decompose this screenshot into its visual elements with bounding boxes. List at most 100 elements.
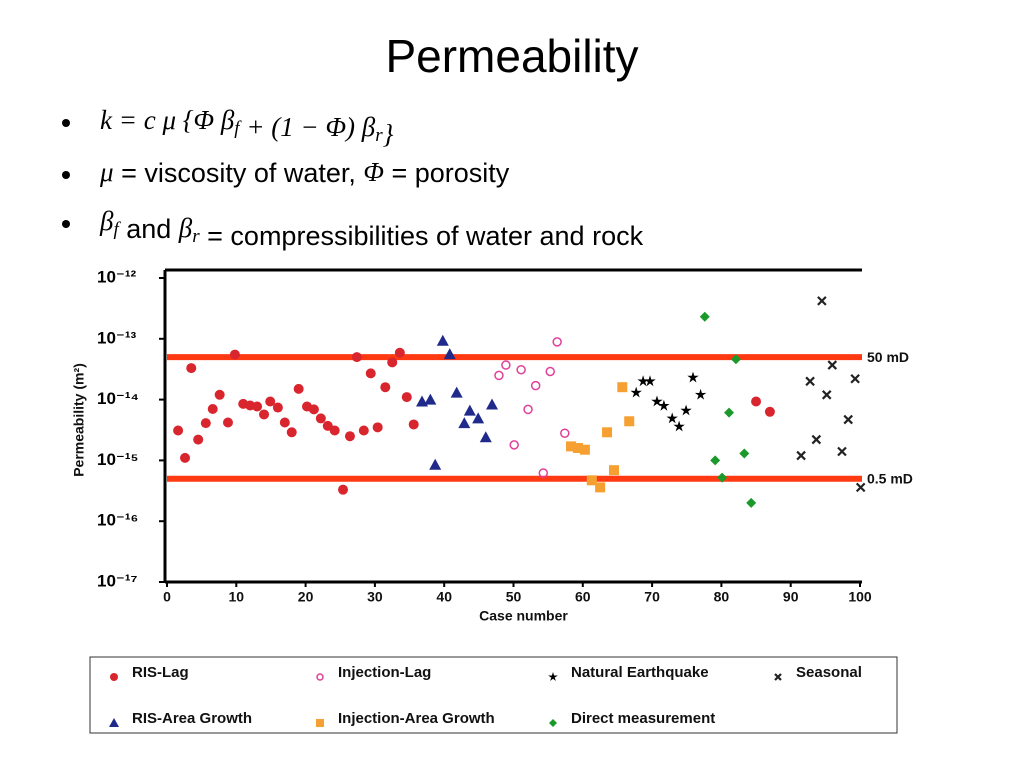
point [279, 417, 290, 428]
bullet-dot [62, 119, 70, 127]
point [796, 450, 806, 461]
point [450, 386, 463, 398]
point [338, 484, 349, 495]
legend-marker [774, 673, 782, 681]
point [509, 440, 519, 450]
point [193, 434, 204, 445]
point [200, 418, 211, 429]
point [730, 354, 741, 365]
point [680, 404, 692, 416]
legend-marker [548, 672, 558, 681]
point [617, 382, 628, 393]
legend-marker [109, 718, 119, 727]
point [717, 472, 728, 483]
point [429, 458, 442, 470]
bullet-text: k = c μ {Φ βf + (1 − Φ) βr} [100, 105, 394, 149]
point [837, 446, 847, 457]
point [673, 420, 685, 432]
point [566, 441, 577, 452]
reference-label: 50 mD [867, 349, 909, 365]
subscript: f [234, 118, 242, 139]
point [699, 311, 710, 322]
text-run: } [383, 119, 394, 149]
point [739, 448, 750, 459]
legend-label: Natural Earthquake [571, 664, 709, 681]
point [214, 389, 225, 400]
point [644, 375, 656, 387]
y-tick-label: 10⁻¹² [97, 267, 137, 286]
x-tick-label: 40 [436, 589, 452, 605]
point [186, 363, 197, 374]
y-axis-label: Permeability (m²) [71, 363, 87, 477]
y-tick-label: 10⁻¹⁴ [97, 389, 139, 408]
bullet-text: βf and βr = compressibilities of water a… [99, 206, 644, 251]
point [805, 376, 815, 387]
point [746, 497, 757, 508]
point [463, 404, 476, 416]
point [222, 417, 233, 428]
point [387, 357, 398, 368]
legend-marker [316, 673, 324, 681]
point [443, 348, 456, 360]
point [501, 360, 511, 370]
legend-label: RIS-Area Growth [132, 710, 252, 727]
x-axis-label: Case number [479, 608, 568, 624]
point [365, 368, 376, 379]
point [259, 409, 270, 420]
point [586, 475, 597, 486]
slide-title: Permeability [385, 30, 638, 82]
legend-label: Injection-Area Growth [338, 710, 495, 727]
text-run: = porosity [384, 158, 510, 188]
x-tick-label: 0 [163, 589, 171, 605]
point [416, 395, 429, 407]
x-tick-label: 80 [714, 589, 730, 605]
x-tick-label: 90 [783, 589, 799, 605]
point [265, 396, 276, 407]
point [595, 482, 606, 493]
point [817, 296, 827, 306]
point [608, 465, 619, 476]
subscript: r [192, 226, 200, 247]
point [516, 364, 526, 375]
point [315, 413, 326, 424]
point [624, 416, 635, 427]
point [494, 370, 504, 381]
point [687, 371, 699, 383]
point [308, 404, 319, 415]
legend-marker [316, 719, 324, 727]
text-run: and [119, 214, 179, 244]
point [344, 431, 355, 442]
y-tick-label: 10⁻¹³ [97, 328, 137, 347]
x-tick-label: 30 [367, 589, 383, 605]
point [523, 404, 533, 415]
point [666, 412, 678, 424]
x-tick-label: 60 [575, 589, 591, 605]
point [458, 417, 471, 429]
x-tick-label: 10 [229, 589, 245, 605]
point [630, 386, 642, 398]
point [710, 455, 721, 466]
point [472, 412, 485, 424]
x-tick-label: 100 [848, 589, 872, 605]
point [380, 382, 391, 393]
point [530, 380, 541, 391]
text-run: = viscosity of water, [114, 158, 364, 188]
point [694, 388, 707, 400]
text-run: k = c μ {Φ β [100, 105, 235, 135]
point [394, 347, 405, 358]
point [850, 374, 860, 384]
x-tick-label: 70 [644, 589, 660, 605]
point [751, 396, 762, 407]
bullet-dot [62, 220, 70, 228]
reference-label: 0.5 mD [867, 470, 913, 486]
point [572, 442, 583, 453]
point [180, 452, 191, 463]
point [286, 427, 297, 438]
point [811, 434, 822, 445]
point [560, 428, 570, 438]
point [351, 352, 362, 363]
legend-label: Direct measurement [571, 710, 715, 727]
math-run: β [99, 206, 114, 236]
point [651, 395, 663, 407]
